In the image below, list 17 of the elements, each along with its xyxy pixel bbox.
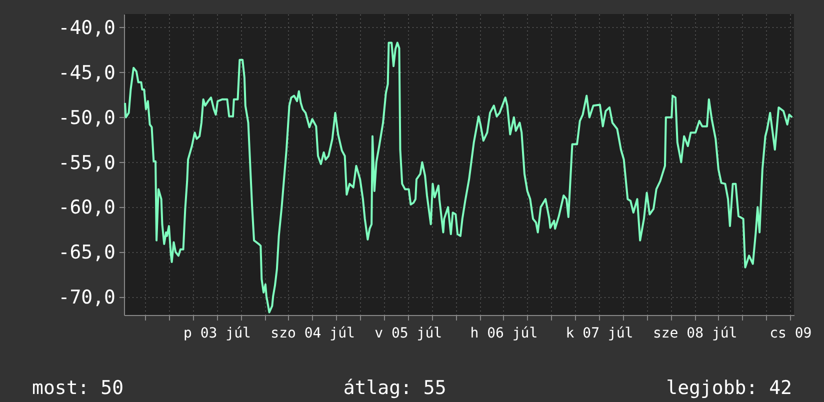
- y-tick-label: -60,0: [58, 196, 116, 219]
- text: legjobb: 42: [666, 377, 792, 399]
- x-tick-label: szo 04 júl: [270, 326, 355, 342]
- y-tick-label: -70,0: [58, 286, 116, 309]
- y-tick-label: -65,0: [58, 242, 116, 264]
- x-tick-label: sze 08 júl: [652, 326, 738, 342]
- x-tick-label: k 07 júl: [566, 326, 634, 342]
- x-tick-label: v 05 júl: [374, 326, 442, 342]
- x-tick-label: p 03 júl: [184, 326, 251, 342]
- y-tick-label: -45,0: [58, 62, 116, 84]
- y-tick-label: -50,0: [58, 106, 116, 129]
- y-tick-label: -40,0: [58, 16, 116, 39]
- text: most: 50: [32, 377, 124, 399]
- text: átlag: 55: [343, 377, 446, 399]
- x-tick-label: cs 09: [770, 326, 812, 342]
- x-tick-label: h 06 júl: [470, 326, 538, 342]
- y-tick-label: -55,0: [58, 152, 116, 174]
